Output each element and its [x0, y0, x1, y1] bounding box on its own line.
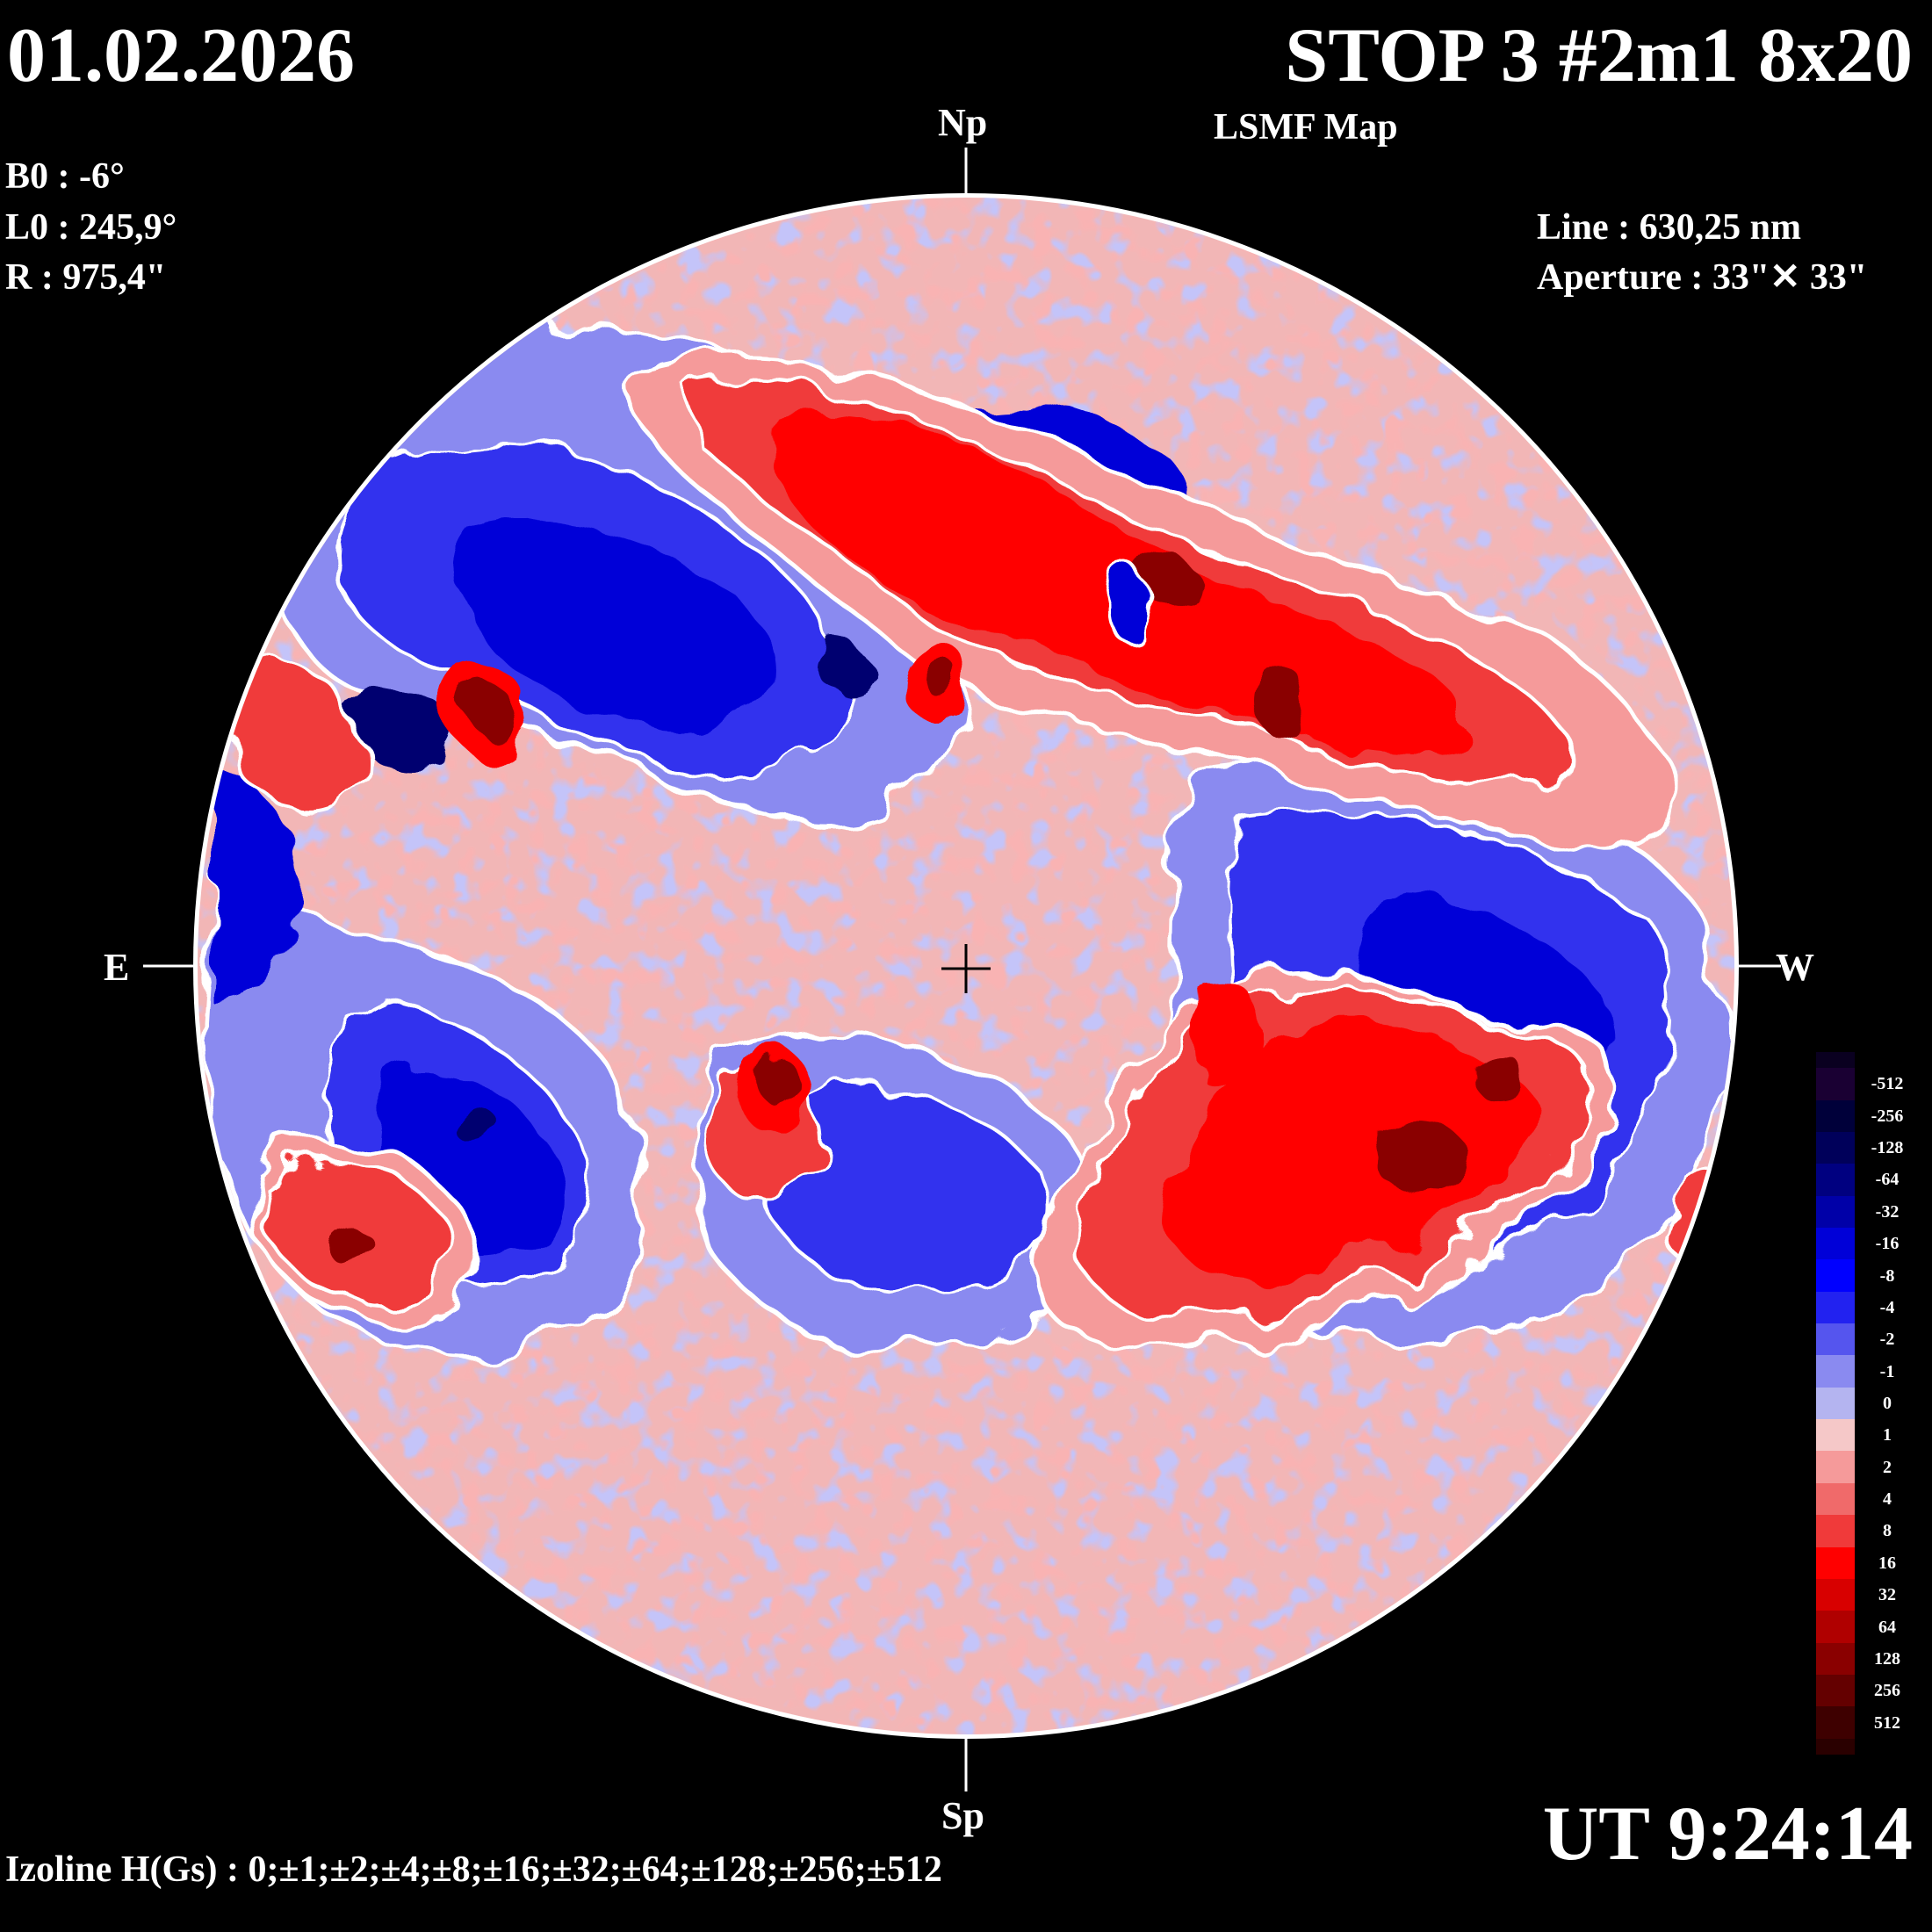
color-scale-label: -64 [1875, 1170, 1900, 1190]
color-scale-segment [1816, 1675, 1855, 1707]
color-scale-segment [1816, 1195, 1855, 1228]
color-scale-segment [1816, 1578, 1855, 1611]
color-scale-segment [1816, 1706, 1855, 1739]
color-scale-label: 128 [1874, 1648, 1900, 1669]
east-label: E [104, 946, 130, 989]
spectral-line: Line : 630,25 nm [1537, 207, 1802, 248]
color-scale-segment [1816, 1482, 1855, 1516]
color-scale-label: -2 [1879, 1330, 1895, 1350]
color-scale-label: 1 [1883, 1425, 1892, 1445]
color-scale-segment [1816, 1291, 1855, 1324]
color-scale-label: -128 [1871, 1138, 1904, 1158]
color-scale-segment [1816, 1052, 1855, 1069]
color-scale-segment [1816, 1546, 1855, 1579]
color-scale-segment [1816, 1611, 1855, 1643]
observation-time: UT 9:24:14 [1542, 1791, 1913, 1877]
color-scale-label: 256 [1874, 1681, 1900, 1701]
map-title: STOP 3 #2m1 8x20 [1285, 13, 1913, 98]
map-subtitle: LSMF Map [1214, 107, 1398, 148]
color-scale-label: 64 [1878, 1617, 1896, 1637]
isoline-levels: Izoline H(Gs) : 0;±1;±2;±4;±8;±16;±32;±6… [5, 1849, 942, 1890]
orientation-ticks [143, 148, 1781, 1791]
color-scale-segment [1816, 1451, 1855, 1483]
color-scale-label: 0 [1883, 1394, 1892, 1413]
positive-spot-east [472, 694, 521, 738]
color-scale-segment [1816, 1099, 1855, 1132]
color-scale-segment [1816, 1515, 1855, 1547]
disk-center-cross [941, 944, 991, 993]
color-scale-label: -512 [1871, 1074, 1904, 1094]
color-scale-label: 512 [1874, 1712, 1900, 1733]
color-scale-segment [1816, 1323, 1855, 1356]
color-scale-label: -32 [1875, 1201, 1900, 1222]
color-scale-label: -4 [1879, 1297, 1895, 1317]
west-label: W [1776, 946, 1814, 989]
color-scale-label: 4 [1883, 1489, 1892, 1510]
color-scale-segment [1816, 1131, 1855, 1164]
color-scale-segment [1816, 1419, 1855, 1452]
observation-date: 01.02.2026 [7, 13, 355, 98]
color-scale-label: 8 [1883, 1521, 1892, 1541]
radius-parameter: R : 975,4" [5, 257, 167, 298]
aperture: Aperture : 33"✕ 33" [1537, 257, 1868, 298]
negative-spot-north [1102, 567, 1155, 641]
color-scale-label: -256 [1871, 1106, 1904, 1126]
color-scale-segment [1816, 1387, 1855, 1420]
positive-spot-center [758, 1056, 797, 1105]
l0-parameter: L0 : 245,9° [5, 207, 177, 248]
color-scale-label: -8 [1879, 1265, 1895, 1286]
north-pole-label: Np [938, 101, 988, 144]
color-scale-label: 16 [1878, 1553, 1896, 1573]
color-scale-segment [1816, 1164, 1855, 1196]
color-scale-label: 32 [1878, 1585, 1896, 1605]
color-scale-bar [1816, 1052, 1855, 1755]
color-scale-segment [1816, 1227, 1855, 1260]
color-scale-label: -16 [1875, 1234, 1900, 1254]
color-scale-segment [1816, 1738, 1855, 1755]
south-pole-label: Sp [941, 1794, 984, 1837]
color-scale-label: -1 [1879, 1361, 1895, 1381]
solar-disk [198, 198, 1734, 1734]
b0-parameter: B0 : -6° [5, 156, 125, 197]
negative-spot-east [356, 694, 452, 764]
color-scale-segment [1816, 1068, 1855, 1100]
color-scale-segment [1816, 1642, 1855, 1675]
color-scale-label: 2 [1883, 1457, 1892, 1477]
color-scale-segment [1816, 1259, 1855, 1292]
color-scale-segment [1816, 1355, 1855, 1388]
